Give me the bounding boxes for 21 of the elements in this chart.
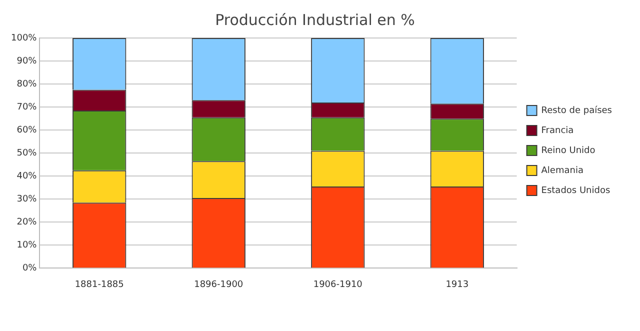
y-tick-label: 30% xyxy=(16,194,38,204)
chart-title: Producción Industrial en % xyxy=(215,10,415,29)
y-tick-label: 60% xyxy=(16,125,38,136)
x-tick-label: 1896-1900 xyxy=(194,280,244,290)
y-tick-label: 0% xyxy=(22,264,38,274)
x-tick-label: 1913 xyxy=(446,280,469,290)
y-tick-label: 70% xyxy=(16,102,38,112)
y-tick-label: 50% xyxy=(16,148,38,158)
legend-label: Alemania xyxy=(541,166,584,176)
legend-label: Estados Unidos xyxy=(541,186,610,196)
y-tick-label: 20% xyxy=(16,218,38,228)
x-tick-label: 1881-1885 xyxy=(74,280,124,290)
x-tick-label: 1906-1910 xyxy=(313,280,363,290)
y-tick-label: 40% xyxy=(16,171,38,182)
y-tick-label: 100% xyxy=(10,33,38,44)
y-tick-label: 90% xyxy=(16,56,38,66)
legend-label: Francia xyxy=(541,126,574,136)
legend-label: Resto de países xyxy=(541,104,612,116)
y-tick-label: 80% xyxy=(16,79,38,90)
legend-label: Reino Unido xyxy=(541,146,596,156)
y-tick-label: 10% xyxy=(16,240,38,251)
